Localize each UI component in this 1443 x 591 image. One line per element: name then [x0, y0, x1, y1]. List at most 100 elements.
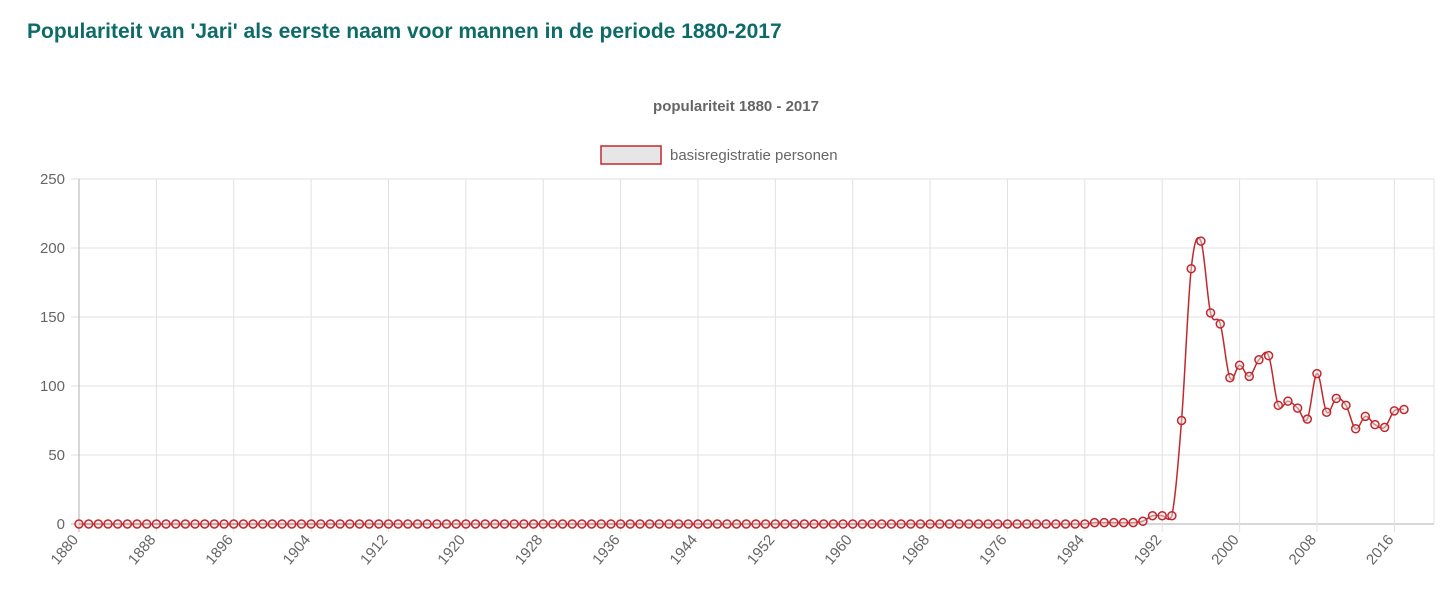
data-point[interactable]	[528, 519, 539, 529]
data-point[interactable]	[1196, 236, 1206, 246]
data-point[interactable]	[364, 519, 374, 529]
data-point[interactable]	[615, 519, 626, 529]
data-point[interactable]	[973, 519, 984, 529]
data-point[interactable]	[867, 519, 877, 529]
data-point[interactable]	[112, 519, 123, 529]
data-point[interactable]	[306, 519, 316, 529]
data-point[interactable]	[828, 519, 839, 529]
data-point[interactable]	[1128, 517, 1138, 528]
data-point[interactable]	[412, 519, 423, 529]
data-point[interactable]	[1157, 510, 1167, 521]
data-point[interactable]	[1370, 419, 1380, 430]
data-point[interactable]	[1263, 350, 1274, 361]
data-point[interactable]	[228, 519, 239, 529]
data-point[interactable]	[1273, 400, 1284, 411]
data-point[interactable]	[1379, 422, 1390, 433]
data-point[interactable]	[1176, 415, 1187, 426]
data-point[interactable]	[983, 519, 993, 529]
data-point[interactable]	[1399, 404, 1409, 415]
data-point[interactable]	[906, 519, 916, 529]
data-point[interactable]	[287, 519, 297, 529]
data-point[interactable]	[403, 519, 413, 529]
data-point[interactable]	[238, 519, 249, 529]
data-point[interactable]	[606, 519, 616, 529]
data-point[interactable]	[499, 519, 510, 529]
data-point[interactable]	[519, 519, 529, 529]
data-point[interactable]	[1041, 519, 1051, 529]
data-point[interactable]	[673, 519, 684, 529]
data-point[interactable]	[103, 519, 113, 529]
data-point[interactable]	[1060, 519, 1071, 529]
data-point[interactable]	[702, 519, 713, 529]
data-point[interactable]	[461, 519, 471, 529]
data-point[interactable]	[993, 519, 1003, 529]
data-point[interactable]	[1341, 400, 1351, 411]
data-point[interactable]	[258, 519, 268, 529]
data-point[interactable]	[1099, 517, 1109, 528]
data-point[interactable]	[1109, 517, 1119, 528]
data-point[interactable]	[1205, 308, 1216, 318]
data-point[interactable]	[886, 519, 897, 529]
data-point[interactable]	[74, 519, 84, 529]
legend-swatch[interactable]	[600, 145, 662, 165]
data-point[interactable]	[180, 519, 191, 529]
data-point[interactable]	[1012, 519, 1022, 529]
data-point[interactable]	[432, 519, 442, 529]
data-point[interactable]	[857, 519, 868, 529]
data-point[interactable]	[818, 519, 829, 529]
data-point[interactable]	[1312, 368, 1322, 379]
data-point[interactable]	[799, 519, 810, 529]
data-point[interactable]	[1051, 519, 1061, 529]
legend[interactable]: basisregistratie personen	[600, 145, 838, 165]
data-point[interactable]	[1389, 406, 1400, 416]
data-point[interactable]	[693, 519, 703, 529]
data-point[interactable]	[122, 519, 133, 529]
data-point[interactable]	[325, 519, 336, 529]
data-point[interactable]	[596, 519, 607, 529]
data-point[interactable]	[1080, 519, 1090, 529]
data-point[interactable]	[1215, 319, 1225, 329]
data-point[interactable]	[170, 519, 181, 529]
data-point[interactable]	[199, 519, 210, 529]
data-point[interactable]	[635, 519, 645, 529]
data-point[interactable]	[567, 519, 577, 529]
data-point[interactable]	[509, 519, 519, 529]
data-point[interactable]	[838, 519, 848, 529]
legend-label[interactable]: basisregistratie personen	[670, 147, 838, 164]
data-point[interactable]	[1031, 519, 1042, 529]
data-point[interactable]	[480, 519, 490, 529]
data-point[interactable]	[470, 519, 481, 529]
data-point[interactable]	[1283, 396, 1293, 406]
data-point[interactable]	[809, 519, 819, 529]
data-point[interactable]	[964, 519, 974, 529]
data-point[interactable]	[335, 519, 345, 529]
data-point[interactable]	[219, 519, 229, 529]
data-point[interactable]	[132, 519, 142, 529]
data-point[interactable]	[1186, 263, 1196, 274]
data-point[interactable]	[277, 519, 287, 529]
data-point[interactable]	[1350, 424, 1361, 434]
data-point[interactable]	[789, 519, 800, 529]
data-point[interactable]	[847, 519, 858, 529]
data-point[interactable]	[751, 519, 761, 529]
data-point[interactable]	[557, 519, 568, 529]
data-point[interactable]	[876, 519, 887, 529]
data-point[interactable]	[248, 519, 258, 529]
data-point[interactable]	[345, 519, 355, 529]
data-point[interactable]	[760, 519, 771, 529]
data-point[interactable]	[712, 519, 723, 529]
data-point[interactable]	[577, 519, 587, 529]
data-point[interactable]	[93, 519, 104, 529]
data-point[interactable]	[1292, 403, 1303, 413]
data-point[interactable]	[548, 519, 558, 529]
data-point[interactable]	[935, 519, 945, 529]
data-point[interactable]	[451, 519, 461, 529]
data-point[interactable]	[625, 519, 636, 529]
data-point[interactable]	[1321, 407, 1332, 417]
data-point[interactable]	[1360, 411, 1371, 422]
data-point[interactable]	[422, 519, 432, 529]
data-point[interactable]	[915, 519, 926, 529]
data-point[interactable]	[741, 519, 752, 529]
data-point[interactable]	[190, 519, 200, 529]
data-point[interactable]	[1234, 360, 1245, 371]
